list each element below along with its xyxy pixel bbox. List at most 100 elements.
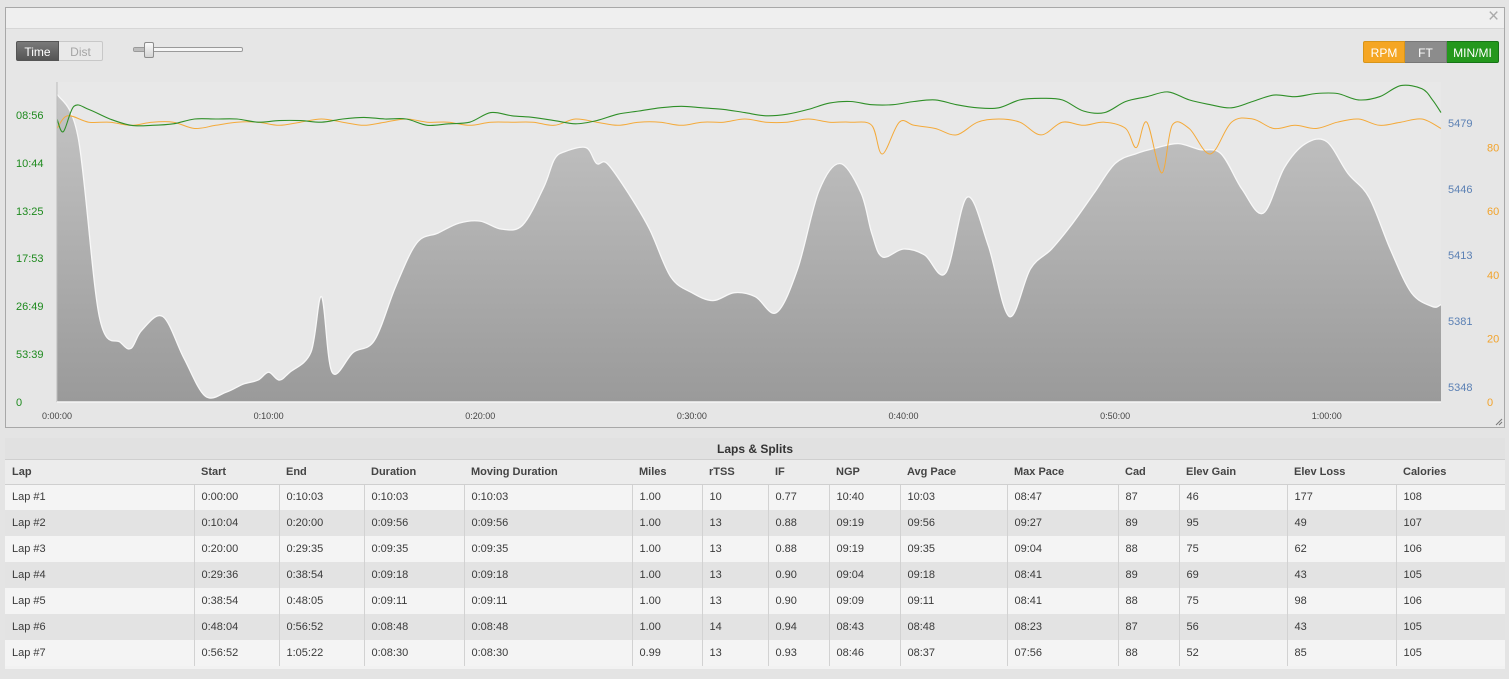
lap-row[interactable]: Lap #2 0:10:04 0:20:00 0:09:56 0:09:56 1.00 13… [5, 510, 1505, 536]
column-header[interactable]: Miles [632, 460, 702, 485]
pace-line [56, 84, 1442, 133]
lap-cell: 08:41 [1006, 588, 1118, 614]
zoom-slider-handle[interactable] [144, 42, 155, 58]
lap-cell: 09:56 [899, 510, 1007, 536]
elevation-axis-label: 5348 [1448, 382, 1472, 394]
lap-cell: 1.00 [631, 588, 702, 614]
lap-cell: 89 [1117, 510, 1179, 536]
lap-cell: 0:20:00 [193, 536, 279, 562]
lap-cell: 0:48:04 [193, 614, 279, 640]
lap-cell: 106 [1395, 588, 1505, 614]
lap-cell: 0:10:03 [278, 484, 364, 510]
cadence-axis-label: 20 [1487, 333, 1499, 345]
column-header[interactable]: rTSS [702, 460, 768, 485]
lap-cell: Lap #2 [5, 510, 194, 536]
column-header[interactable]: Start [194, 460, 279, 485]
lap-row[interactable]: Lap #4 0:29:36 0:38:54 0:09:18 0:09:18 1.00 13… [5, 562, 1505, 588]
lap-cell: 09:04 [828, 562, 900, 588]
lap-cell: 49 [1286, 510, 1396, 536]
pace-axis-label: 13:25 [16, 206, 44, 218]
resize-grip-icon[interactable] [1495, 418, 1503, 426]
cadence-line [56, 115, 1442, 174]
lap-cell: 0:10:03 [363, 484, 464, 510]
column-header[interactable]: Duration [364, 460, 464, 485]
ft-series-button[interactable]: FT [1405, 41, 1447, 63]
lap-cell: 0:56:52 [278, 614, 364, 640]
lap-cell: 0:09:18 [463, 562, 632, 588]
lap-cell: 08:43 [828, 614, 900, 640]
column-header[interactable]: Elev Loss [1287, 460, 1396, 485]
cadence-axis-label: 0 [1487, 397, 1493, 409]
rpm-series-button[interactable]: RPM [1363, 41, 1405, 63]
dist-toggle-button[interactable]: Dist [59, 41, 103, 61]
lap-cell: 13 [701, 510, 768, 536]
lap-cell: 108 [1395, 484, 1505, 510]
lap-cell: 13 [701, 640, 768, 666]
series-toggle: RPM FT MIN/MI [1363, 41, 1499, 63]
lap-cell: 89 [1117, 562, 1179, 588]
lap-cell: 1.00 [631, 536, 702, 562]
x-tick-label: 0:10:00 [254, 411, 284, 421]
lap-cell: 105 [1395, 640, 1505, 666]
lap-cell: 09:09 [828, 588, 900, 614]
lap-cell: 09:19 [828, 510, 900, 536]
lap-cell: 43 [1286, 614, 1396, 640]
x-tick-label: 0:00:00 [42, 411, 72, 421]
elevation-axis-label: 5381 [1448, 316, 1472, 328]
column-header[interactable]: Max Pace [1007, 460, 1118, 485]
lap-cell: Lap #3 [5, 536, 194, 562]
lap-cell: 0:09:11 [363, 588, 464, 614]
zoom-slider[interactable] [133, 42, 245, 58]
close-icon[interactable]: × [1488, 6, 1500, 27]
column-header[interactable]: Elev Gain [1179, 460, 1287, 485]
lap-cell: Lap #6 [5, 614, 194, 640]
lap-cell: 88 [1117, 588, 1179, 614]
lap-cell: 08:48 [899, 614, 1007, 640]
lap-cell: 0:00:00 [193, 484, 279, 510]
lap-cell: 105 [1395, 562, 1505, 588]
lap-cell: 0.90 [767, 562, 829, 588]
lap-cell: 0.90 [767, 588, 829, 614]
column-header[interactable]: NGP [829, 460, 900, 485]
lap-row[interactable]: Lap #1 0:00:00 0:10:03 0:10:03 0:10:03 1.00 10… [5, 484, 1505, 510]
lap-row[interactable]: Lap #7 0:56:52 1:05:22 0:08:30 0:08:30 0.99 13… [5, 640, 1505, 666]
column-header[interactable]: Calories [1396, 460, 1505, 485]
lap-cell: 105 [1395, 614, 1505, 640]
x-tick-label: 0:30:00 [677, 411, 707, 421]
column-header[interactable]: End [279, 460, 364, 485]
lap-cell: 1.00 [631, 562, 702, 588]
lap-cell: 09:18 [899, 562, 1007, 588]
column-header[interactable]: IF [768, 460, 829, 485]
zoom-slider-track[interactable] [133, 47, 243, 52]
chart-panel: × 08:56 10:44 13:25 17:53 26:49 53:39 0 5479 544… [5, 7, 1505, 428]
lap-cell: 0:20:00 [278, 510, 364, 536]
lap-cell: 75 [1178, 588, 1287, 614]
elevation-axis-label: 5446 [1448, 184, 1472, 196]
column-header[interactable]: Avg Pace [900, 460, 1007, 485]
lap-cell: Lap #1 [5, 484, 194, 510]
lap-row[interactable]: Lap #3 0:20:00 0:29:35 0:09:35 0:09:35 1.00 13… [5, 536, 1505, 562]
lap-row[interactable]: Lap #6 0:48:04 0:56:52 0:08:48 0:08:48 1.00 14… [5, 614, 1505, 640]
column-header[interactable]: Lap [5, 460, 194, 485]
lap-cell: 0:29:36 [193, 562, 279, 588]
laps-splits-panel: Laps & Splits Lap Start End Duration Moving … [5, 438, 1505, 669]
min-mi-series-button[interactable]: MIN/MI [1447, 41, 1499, 63]
lap-cell: 177 [1286, 484, 1396, 510]
column-header[interactable]: Cad [1118, 460, 1179, 485]
x-tick-label: 1:00:00 [1312, 411, 1342, 421]
lap-cell: 08:46 [828, 640, 900, 666]
lap-cell: 0:10:04 [193, 510, 279, 536]
lap-cell: 0.93 [767, 640, 829, 666]
column-header[interactable]: Moving Duration [464, 460, 632, 485]
lap-cell: 0:10:03 [463, 484, 632, 510]
laps-header-row: Lap Start End Duration Moving Duration Miles r… [5, 460, 1505, 485]
lap-cell: 0:38:54 [278, 562, 364, 588]
lap-cell: 09:27 [1006, 510, 1118, 536]
activity-chart[interactable]: 08:56 10:44 13:25 17:53 26:49 53:39 0 5479 5446 5… [6, 8, 1506, 429]
time-toggle-button[interactable]: Time [16, 41, 59, 61]
elevation-axis-label: 5413 [1448, 250, 1472, 262]
elevation-area [57, 93, 1441, 403]
lap-cell: 87 [1117, 614, 1179, 640]
lap-row[interactable]: Lap #5 0:38:54 0:48:05 0:09:11 0:09:11 1.00 13… [5, 588, 1505, 614]
